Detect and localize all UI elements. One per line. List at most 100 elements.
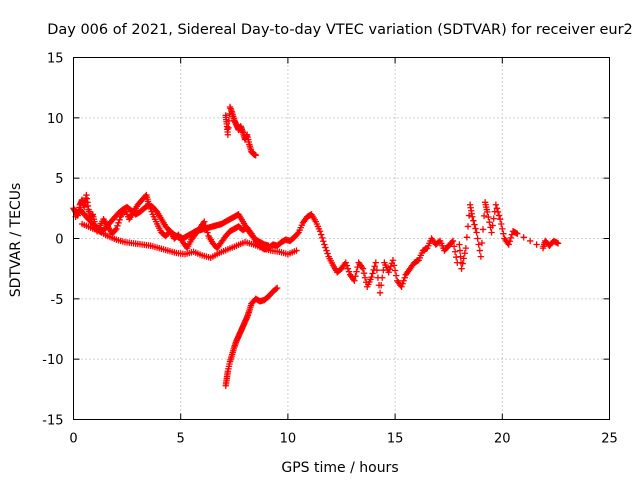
data-point: [387, 263, 395, 270]
data-point: [399, 280, 406, 287]
data-point: [319, 234, 326, 242]
data-point: [398, 283, 405, 290]
data-point: [377, 282, 385, 289]
x-tick-label: 20: [494, 432, 511, 447]
data-point: [368, 273, 375, 281]
data-point: [316, 228, 324, 235]
data-point: [373, 266, 381, 274]
data-point: [389, 257, 397, 264]
data-point: [486, 219, 493, 226]
data-point: [460, 255, 467, 262]
data-point: [293, 247, 300, 254]
data-point: [379, 274, 386, 281]
data-point: [386, 266, 393, 273]
data-point: [113, 225, 120, 233]
data-point: [485, 213, 492, 221]
data-point: [498, 220, 505, 228]
data-point: [376, 289, 384, 296]
data-point: [400, 277, 407, 284]
x-tick-label: 5: [177, 432, 185, 447]
data-point: [471, 221, 478, 228]
data-point: [458, 265, 465, 272]
x-tick-label: 25: [601, 432, 618, 447]
data-point: [463, 234, 471, 241]
data-point: [225, 117, 233, 125]
data-point: [324, 250, 331, 257]
x-tick-label: 15: [387, 432, 404, 447]
data-point: [112, 226, 119, 234]
y-tick-label: -10: [42, 353, 63, 368]
y-tick-label: 5: [55, 172, 63, 187]
data-point: [371, 263, 378, 270]
data-point: [479, 226, 487, 233]
data-point: [345, 268, 353, 275]
y-tick-label: 10: [47, 112, 64, 127]
data-point: [369, 270, 376, 277]
data-point: [493, 205, 501, 212]
data-point: [116, 216, 123, 223]
data-point: [475, 241, 482, 248]
y-tick-label: -15: [42, 414, 63, 429]
data-point: [343, 262, 351, 269]
y-tick-label: -5: [51, 293, 64, 308]
data-point: [456, 247, 464, 254]
data-point: [344, 265, 352, 272]
data-point: [472, 225, 479, 232]
data-point: [461, 250, 468, 257]
data-point: [480, 212, 488, 220]
data-point: [488, 229, 495, 236]
data-point: [478, 239, 486, 247]
data-point: [252, 152, 259, 159]
data-point: [494, 208, 502, 216]
data-point: [520, 234, 527, 241]
data-point: [506, 238, 514, 245]
data-point: [353, 268, 360, 275]
data-point: [294, 230, 301, 237]
data-point: [372, 259, 380, 266]
data-point: [114, 222, 121, 230]
data-point: [476, 247, 483, 254]
data-point: [470, 217, 477, 224]
data-point: [451, 248, 459, 255]
plot-frame: [73, 57, 610, 420]
data-point: [273, 284, 281, 292]
data-point: [474, 235, 481, 242]
data-point: [201, 218, 208, 225]
data-point: [224, 131, 232, 138]
data-point: [533, 241, 540, 248]
data-point: [390, 262, 398, 269]
data-point: [317, 231, 325, 238]
data-point: [449, 237, 457, 245]
chart-title: Day 006 of 2021, Sidereal Day-to-day VTE…: [47, 22, 633, 38]
data-point: [489, 222, 496, 229]
data-point: [320, 238, 327, 245]
data-point: [469, 213, 476, 220]
data-point: [448, 238, 456, 246]
data-point: [499, 225, 506, 233]
grid-lines: [73, 57, 610, 420]
data-point: [321, 241, 328, 248]
data-point: [342, 259, 349, 266]
data-point: [496, 215, 504, 223]
data-point: [462, 244, 470, 252]
data-point: [459, 260, 466, 267]
data-point: [526, 237, 534, 245]
data-point: [495, 212, 503, 219]
y-axis-label: SDTVAR / TECUs: [8, 183, 24, 298]
data-point: [490, 215, 497, 222]
data-point: [401, 274, 408, 281]
data-point: [225, 124, 232, 131]
y-tick-label: 15: [47, 52, 64, 67]
data-point: [352, 273, 359, 280]
data-point: [385, 269, 392, 276]
data-point: [115, 219, 122, 227]
data-point: [361, 274, 369, 281]
data-point: [359, 265, 367, 272]
data-point: [514, 230, 521, 237]
data-point: [450, 243, 458, 250]
data-point: [456, 241, 463, 248]
data-point: [392, 272, 400, 279]
data-point: [484, 208, 491, 216]
data-point: [391, 267, 399, 274]
